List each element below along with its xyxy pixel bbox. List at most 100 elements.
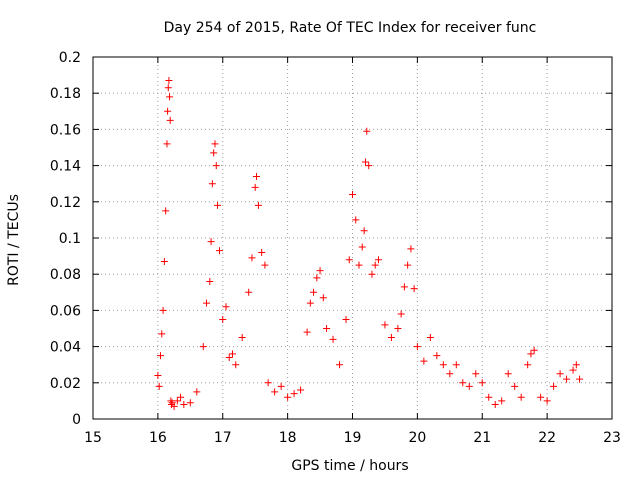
data-point	[261, 261, 269, 269]
data-point	[319, 294, 327, 302]
data-point	[345, 256, 353, 264]
data-point	[452, 361, 460, 369]
x-axis: 15 16 17 18 19 20 21 22 23	[84, 57, 621, 446]
data-point	[252, 172, 260, 180]
data-point	[210, 149, 218, 157]
y-axis-label: ROTI / TECUs	[6, 194, 22, 286]
data-point	[368, 270, 376, 278]
y-tick-label: 0.02	[50, 376, 81, 392]
data-point	[203, 299, 211, 307]
data-point	[258, 248, 266, 256]
y-tick-label: 0.04	[50, 340, 81, 356]
x-tick-label: 18	[279, 430, 297, 446]
data-point	[170, 402, 178, 410]
data-point	[349, 191, 356, 199]
data-point	[251, 183, 259, 191]
data-point	[162, 207, 170, 215]
data-point	[297, 386, 305, 394]
x-tick-label: 22	[538, 430, 556, 446]
data-point	[323, 325, 331, 332]
data-point	[222, 303, 230, 311]
data-point	[154, 372, 162, 380]
data-point	[472, 370, 480, 378]
data-point	[225, 353, 233, 361]
data-point	[186, 399, 194, 407]
x-tick-label: 16	[149, 430, 167, 446]
data-point	[165, 77, 173, 85]
data-point	[248, 254, 256, 262]
y-tick-label: 0.2	[59, 50, 81, 66]
data-point	[365, 162, 373, 170]
data-point	[342, 315, 350, 323]
data-point	[238, 334, 246, 342]
data-point	[164, 107, 172, 115]
data-point	[485, 393, 493, 401]
data-point	[245, 288, 253, 296]
data-point	[264, 379, 272, 387]
data-point	[465, 382, 473, 390]
data-point	[543, 397, 551, 405]
data-point	[397, 310, 405, 318]
data-point	[155, 382, 163, 390]
data-point	[530, 346, 538, 354]
data-point	[212, 162, 220, 170]
data-point	[336, 361, 344, 369]
data-point	[576, 375, 584, 383]
data-point	[387, 334, 395, 342]
data-point	[524, 361, 532, 369]
data-point	[361, 158, 369, 166]
data-point	[290, 390, 298, 398]
data-point	[163, 140, 171, 148]
data-point	[407, 245, 415, 253]
data-point	[313, 274, 321, 282]
data-point	[177, 393, 185, 401]
y-tick-label: 0	[72, 412, 81, 428]
data-point	[156, 352, 164, 360]
data-point	[166, 93, 174, 101]
data-point	[173, 397, 181, 405]
y-tick-label: 0.14	[50, 159, 81, 175]
data-point	[329, 335, 337, 343]
data-point	[556, 370, 564, 378]
x-tick-label: 21	[473, 430, 491, 446]
data-point	[371, 261, 379, 269]
y-tick-label: 0.1	[59, 231, 81, 247]
grid	[93, 57, 612, 419]
data-point	[159, 306, 167, 314]
data-point	[277, 382, 285, 390]
data-point	[433, 352, 441, 360]
data-point	[374, 256, 382, 264]
data-point	[306, 299, 314, 307]
data-point	[160, 258, 168, 266]
data-point	[193, 388, 201, 396]
data-point	[491, 401, 499, 409]
data-point	[232, 361, 240, 369]
data-point	[167, 397, 175, 405]
data-point	[572, 361, 580, 369]
data-point	[563, 375, 571, 383]
data-point	[360, 227, 368, 235]
data-point	[358, 243, 366, 251]
data-point	[410, 285, 418, 293]
data-point	[207, 238, 215, 246]
data-point	[400, 283, 408, 291]
data-point	[504, 370, 512, 378]
data-point	[310, 288, 318, 296]
data-point	[228, 350, 236, 358]
data-point	[404, 261, 412, 269]
data-point	[164, 84, 172, 92]
data-point	[355, 261, 363, 269]
data-point	[569, 366, 577, 374]
x-tick-label: 23	[603, 430, 621, 446]
data-point	[446, 370, 454, 378]
data-point	[420, 357, 428, 365]
data-point	[413, 343, 421, 351]
data-point	[271, 388, 279, 396]
data-point	[316, 267, 324, 275]
x-tick-label: 15	[84, 430, 102, 446]
data-point	[158, 330, 166, 338]
data-point	[394, 325, 402, 332]
data-point	[363, 127, 371, 135]
data-point	[303, 328, 311, 336]
data-point	[550, 382, 558, 390]
